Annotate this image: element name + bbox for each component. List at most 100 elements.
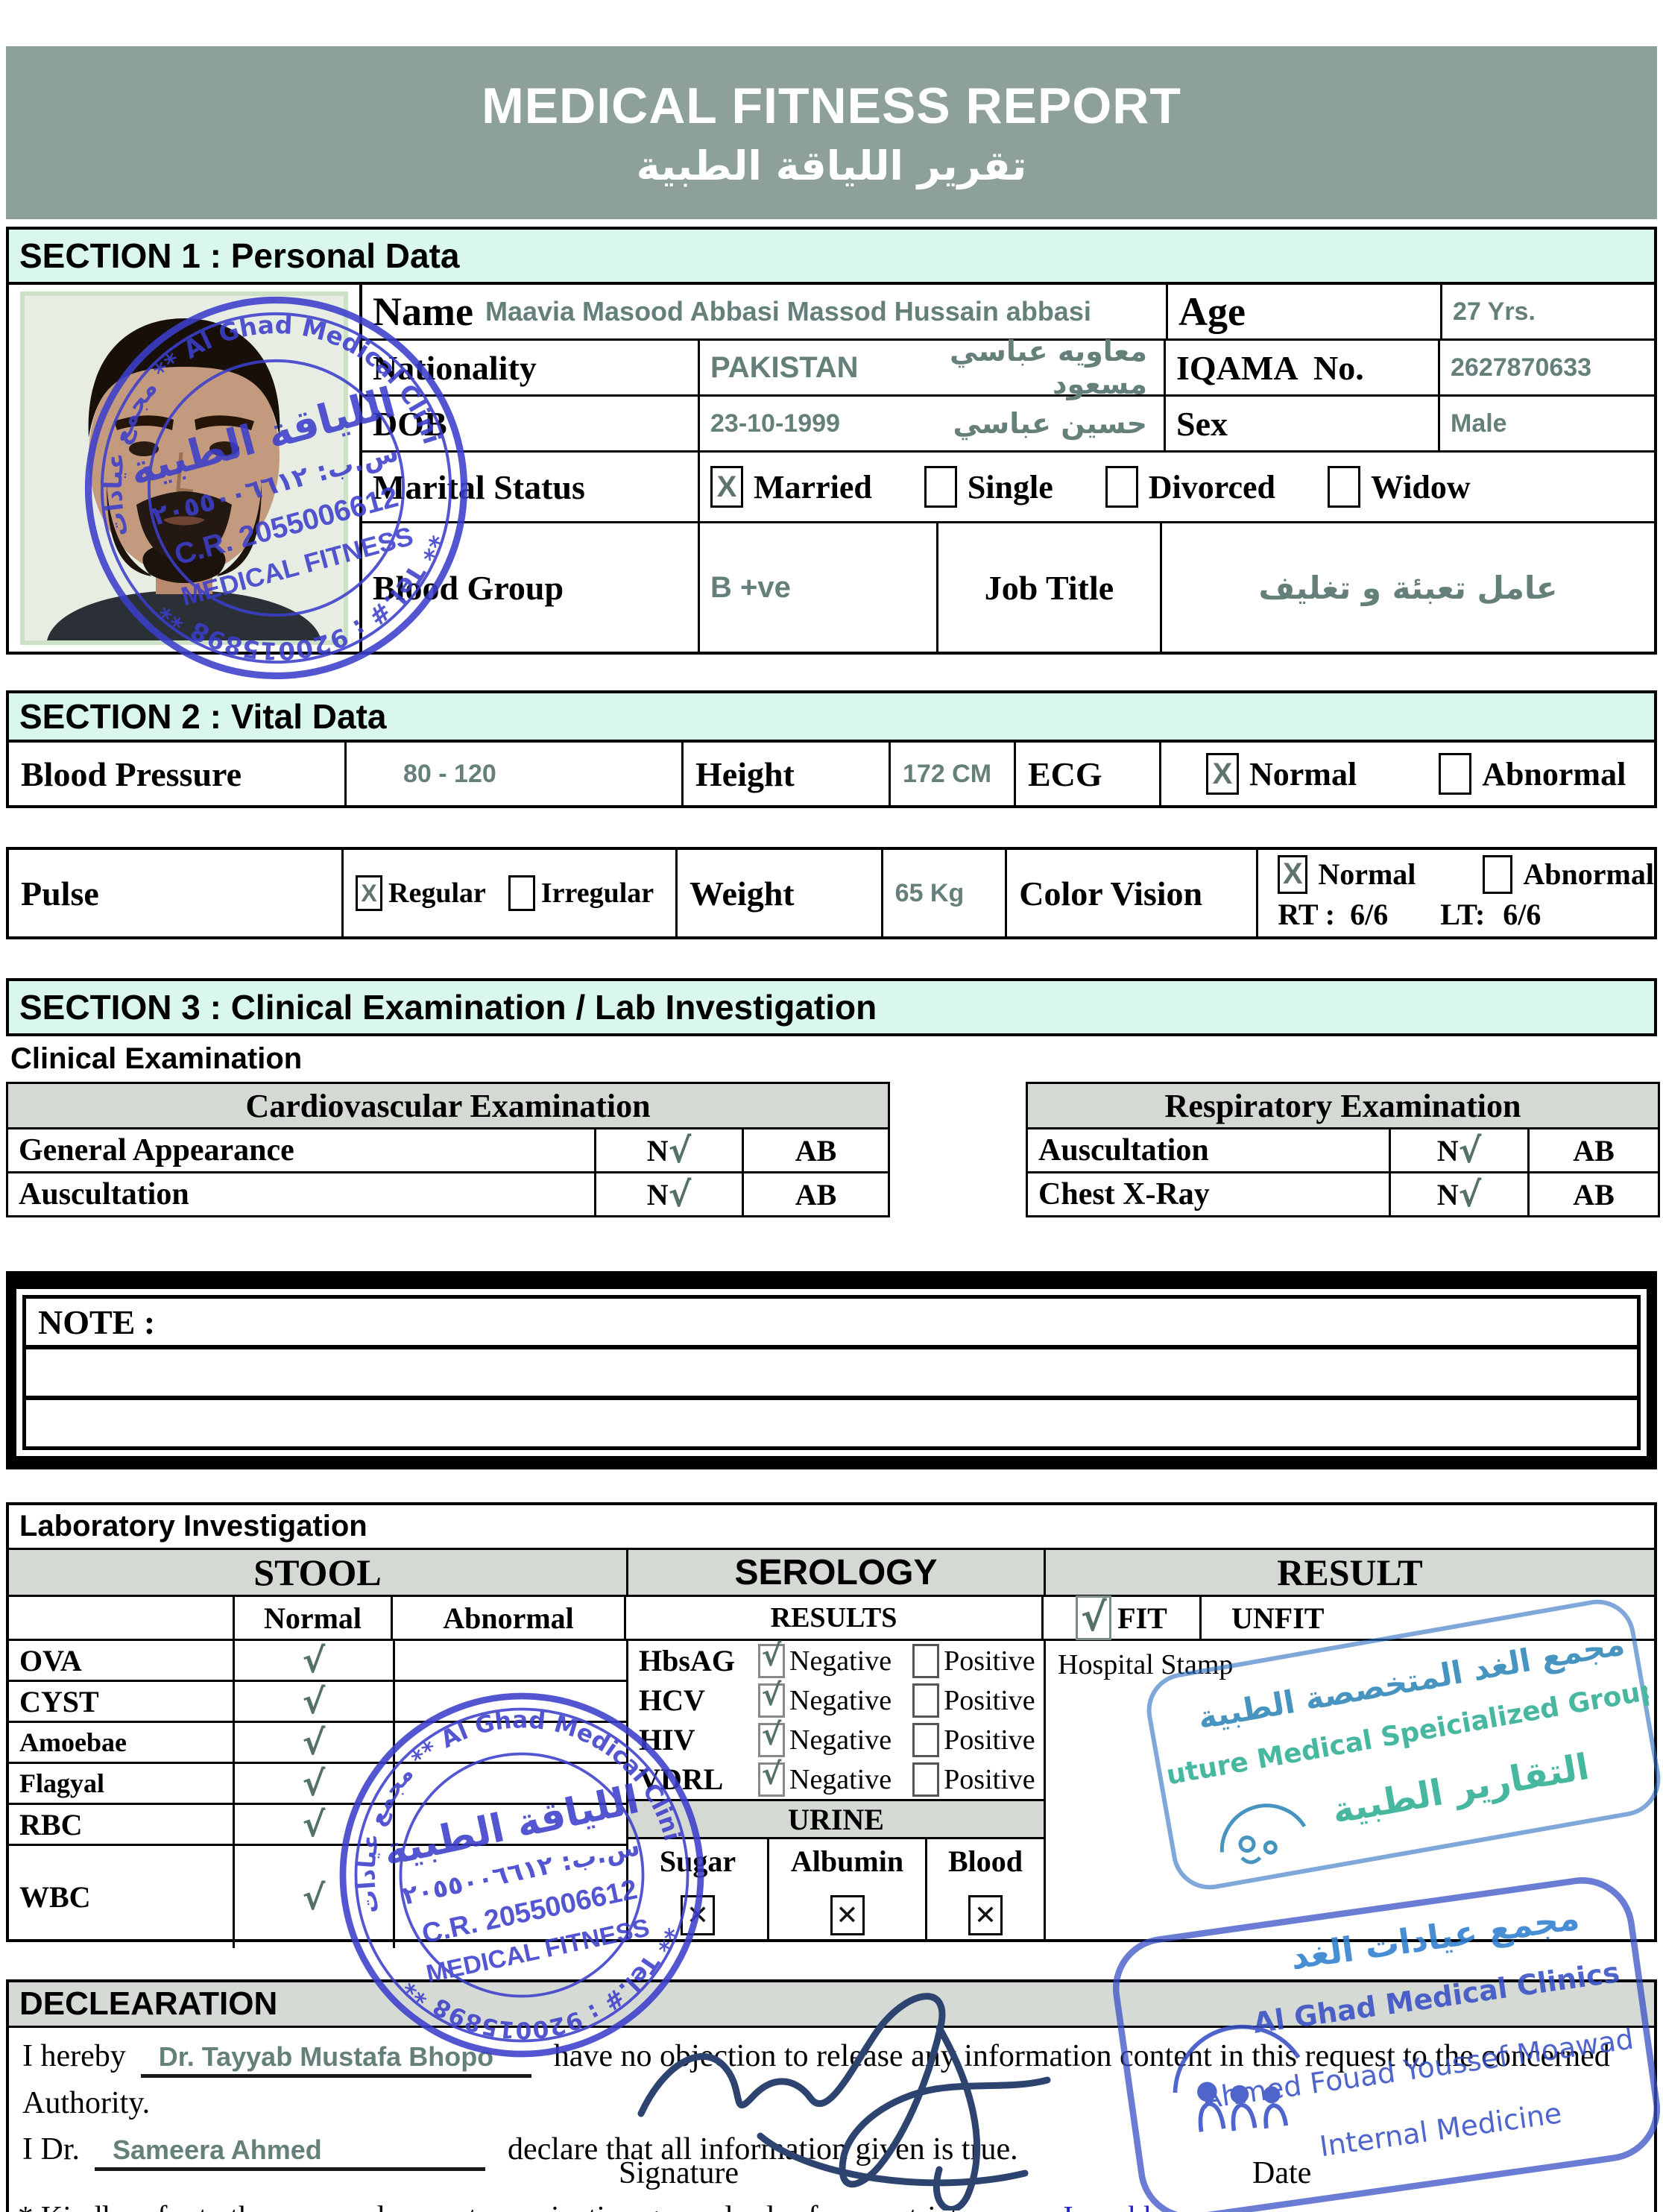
signature-label: Signature <box>619 2156 739 2190</box>
vision-abnormal-checkbox[interactable] <box>1483 854 1513 894</box>
fit-checkbox[interactable]: √ <box>1076 1595 1112 1640</box>
nationality-label-cell: Nationality <box>362 341 698 394</box>
resp-row0-n-cell[interactable]: N √ <box>1389 1129 1527 1171</box>
stool-row0-abnormal-cell[interactable] <box>393 1641 626 1680</box>
ecg-abnormal-checkbox[interactable] <box>1439 753 1472 795</box>
vdrl-positive-checkbox[interactable] <box>912 1762 940 1797</box>
vdrl-negative-checkbox[interactable]: √ <box>758 1757 785 1797</box>
hiv-negative-checkbox[interactable]: √ <box>758 1718 785 1757</box>
doctor2-field[interactable]: Sameera Ahmed <box>95 2134 485 2171</box>
single-checkbox[interactable] <box>924 466 957 508</box>
marital-option-married: X Married <box>710 466 872 508</box>
pulse-irregular-checkbox[interactable] <box>508 875 535 911</box>
declaration-box: DECLEARATION I hereby Dr. Tayyab Mustafa… <box>6 1979 1657 2212</box>
marital-option-single: Single <box>924 466 1053 508</box>
stool-row3-abnormal-cell[interactable] <box>393 1764 626 1803</box>
doctor1-field[interactable]: Dr. Tayyab Mustafa Bhopo <box>140 2041 531 2078</box>
job-title-value: عامل تعبئة و تغليف <box>1258 569 1558 606</box>
clinic-stamp-line1: مجمع عيادات الغد <box>1288 1897 1582 1977</box>
stool-row2-normal-cell[interactable]: √ <box>233 1722 393 1762</box>
laboratory-box: Laboratory Investigation STOOL SEROLOGY … <box>6 1502 1657 1948</box>
pulse-regular-checkbox[interactable]: X <box>356 875 383 911</box>
iqama-label-cell: IQAMA No. <box>1164 341 1438 394</box>
blood-group-value-cell: B +ve <box>698 523 936 652</box>
result-header: RESULT <box>1044 1550 1654 1595</box>
urine-albumin-mark[interactable]: ✕ <box>830 1895 865 1935</box>
row-blood-job: Blood Group B +ve Job Title عامل تعبئة و… <box>362 521 1654 652</box>
stool-blank-header <box>9 1597 233 1639</box>
resp-row0-ab-cell[interactable]: AB <box>1527 1129 1658 1171</box>
negative-label: Negative <box>789 1684 892 1716</box>
urine-blood-mark[interactable]: ✕ <box>968 1895 1003 1935</box>
note-empty-row-2[interactable] <box>26 1396 1637 1446</box>
married-checkbox[interactable]: X <box>710 466 743 508</box>
fit-cell: √ FIT <box>1041 1595 1199 1640</box>
fit-label: FIT <box>1117 1601 1167 1635</box>
vision-acuity-line: RT : 6/6 LT: 6/6 <box>1278 897 1541 932</box>
iqama-label: IQAMA No. <box>1176 348 1364 387</box>
vision-normal-option: X Normal <box>1278 854 1416 894</box>
resp-row0-name: Auscultation <box>1038 1133 1209 1168</box>
ecg-normal-checkbox[interactable]: X <box>1206 753 1239 795</box>
hbsag-negative-checkbox[interactable]: √ <box>758 1639 785 1678</box>
check-icon: √ <box>302 1763 326 1803</box>
note-label-row[interactable]: NOTE : <box>26 1299 1637 1345</box>
ecg-abnormal-option: Abnormal <box>1439 753 1626 795</box>
section2-header: SECTION 2 : Vital Data <box>9 693 1654 743</box>
color-vision-label-cell: Color Vision <box>1005 850 1256 936</box>
stool-row1-normal-cell[interactable]: √ <box>233 1681 393 1721</box>
stool-row3-normal-cell[interactable]: √ <box>233 1763 393 1803</box>
stool-row5-normal-cell[interactable]: √ <box>233 1846 393 1948</box>
stool-header: STOOL <box>253 1551 382 1593</box>
stool-row2-name: Amoebae <box>19 1727 127 1757</box>
cardio-row0-n-cell[interactable]: N √ <box>594 1129 742 1171</box>
positive-label: Positive <box>944 1684 1035 1716</box>
weight-label: Weight <box>690 874 795 913</box>
cardio-row1-ab-cell[interactable]: AB <box>742 1173 888 1215</box>
stool-row0-normal-cell[interactable]: √ <box>233 1640 393 1680</box>
stool-row3-name: Flagyal <box>19 1768 104 1798</box>
unfit-cell[interactable]: UNFIT <box>1199 1597 1654 1639</box>
rt-label: RT : <box>1278 897 1336 931</box>
sex-label: Sex <box>1176 404 1228 443</box>
resp-row1-n-cell[interactable]: N √ <box>1389 1173 1527 1215</box>
section3-header: SECTION 3 : Clinical Examination / Lab I… <box>9 981 1654 1033</box>
vision-normal-checkbox[interactable]: X <box>1278 854 1308 894</box>
check-icon: √ <box>761 1717 782 1752</box>
hiv-positive-checkbox[interactable] <box>912 1722 940 1757</box>
stool-row4-normal-cell[interactable]: √ <box>233 1804 393 1844</box>
sex-label-cell: Sex <box>1164 397 1438 450</box>
row-marital: Marital Status X Married Single <box>362 450 1654 521</box>
widow-checkbox[interactable] <box>1328 466 1360 508</box>
section1-header: SECTION 1 : Personal Data <box>9 230 1654 285</box>
cardio-row0-name: General Appearance <box>19 1133 294 1168</box>
stool-row1-name: CYST <box>19 1684 99 1718</box>
imra-link[interactable]: www.Imra.bh <box>991 2199 1159 2212</box>
clinical-tables: Cardiovascular Examination General Appea… <box>6 1082 1660 1228</box>
marital-options-cell: X Married Single Divorced <box>698 453 1654 521</box>
resp-row-chest-xray: Chest X-Ray N √ AB <box>1028 1171 1658 1215</box>
hospital-stamp-logo-icon <box>1219 1803 1307 1865</box>
note-empty-row-1[interactable] <box>26 1345 1637 1396</box>
widow-label: Widow <box>1371 468 1471 505</box>
cardio-row1-n-cell[interactable]: N √ <box>594 1173 742 1215</box>
name-label: Name <box>373 289 473 334</box>
negative-label: Negative <box>789 1645 892 1677</box>
hbsag-positive-checkbox[interactable] <box>912 1643 940 1678</box>
stool-row1-abnormal-cell[interactable] <box>393 1682 626 1721</box>
cardio-row-auscultation: Auscultation N √ AB <box>8 1171 888 1215</box>
divorced-checkbox[interactable] <box>1105 466 1138 508</box>
check-icon: √ <box>1458 1174 1482 1214</box>
stool-row5-abnormal-cell[interactable] <box>393 1846 626 1948</box>
resp-row1-ab-cell[interactable]: AB <box>1527 1173 1658 1215</box>
line1-prefix: I hereby <box>22 2039 126 2073</box>
clinic-stamp-logo-icon <box>1173 2024 1301 2132</box>
weight-value-cell: 65 Kg <box>880 850 1006 936</box>
arabic-name-line2: حسين عباسي <box>953 407 1147 440</box>
hcv-positive-checkbox[interactable] <box>912 1683 940 1718</box>
hcv-negative-checkbox[interactable]: √ <box>758 1678 785 1718</box>
stool-row4-abnormal-cell[interactable] <box>393 1805 626 1844</box>
stool-row2-abnormal-cell[interactable] <box>393 1723 626 1762</box>
cardio-row0-ab-cell[interactable]: AB <box>742 1129 888 1171</box>
check-icon: √ <box>1080 1595 1107 1640</box>
